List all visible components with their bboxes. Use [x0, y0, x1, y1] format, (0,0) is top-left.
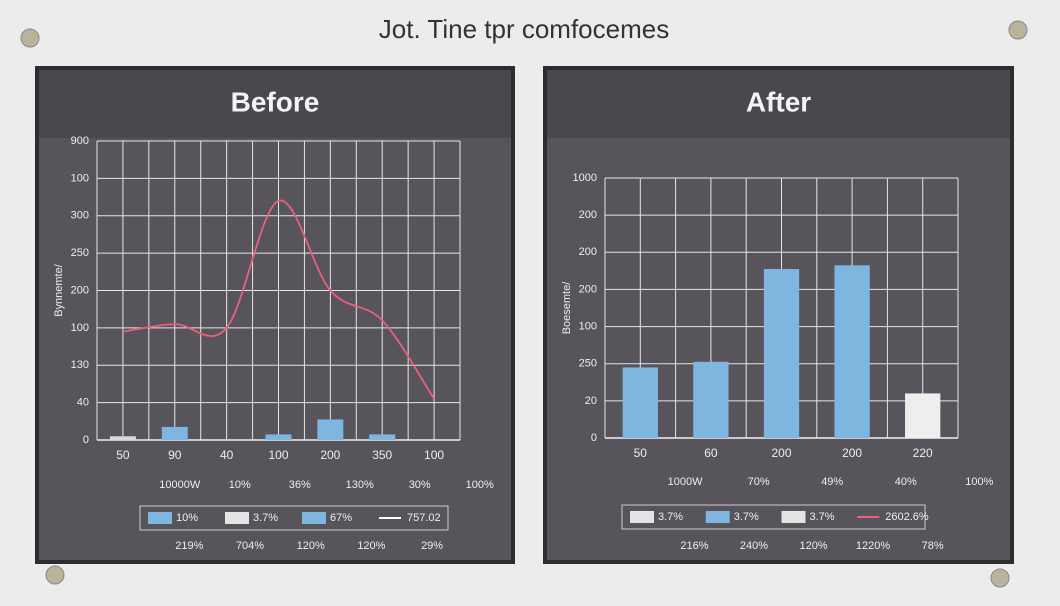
row-label: 10000W: [159, 479, 201, 491]
bar: [622, 367, 658, 438]
y-tick-label: 100: [579, 320, 597, 332]
footer-label: 120%: [357, 540, 385, 552]
poster-title: Jot. Tine tpr comfocemes: [379, 14, 669, 44]
bar: [905, 393, 941, 438]
footer-label: 78%: [922, 540, 944, 552]
footer-label: 216%: [680, 540, 708, 552]
screw: [45, 565, 65, 585]
x-tick-label: 40: [220, 448, 234, 462]
legend-swatch: [781, 511, 806, 523]
y-tick-label: 200: [71, 284, 89, 296]
row-label: 40%: [895, 476, 917, 488]
y-tick-label: 100: [71, 172, 89, 184]
y-tick-label: 0: [591, 432, 597, 444]
bar: [834, 265, 870, 438]
x-tick-label: 220: [913, 446, 933, 460]
legend-label: 757.02: [407, 512, 441, 524]
x-tick-label: 200: [320, 448, 340, 462]
legend-swatch: [705, 511, 730, 523]
row-label: 30%: [409, 479, 431, 491]
x-tick-label: 60: [704, 446, 718, 460]
y-tick-label: 250: [579, 358, 597, 370]
legend-swatch: [630, 511, 654, 523]
bar: [763, 269, 800, 438]
legend-swatch: [225, 512, 249, 524]
line-series: [122, 199, 435, 400]
y-tick-label: 250: [71, 247, 89, 259]
row-label: 70%: [748, 476, 770, 488]
footer-label: 1220%: [856, 540, 890, 552]
bar: [317, 419, 344, 440]
row-label: 10%: [229, 479, 251, 491]
row-label: 100%: [965, 476, 993, 488]
y-tick-label: 20: [585, 395, 597, 407]
legend-box: [139, 505, 449, 531]
screws: [20, 20, 1028, 588]
row-label: 36%: [289, 479, 311, 491]
x-tick-label: 50: [116, 448, 130, 462]
footer-label: 219%: [175, 540, 203, 552]
chart-panel: After Boesemte/0 20 250 100 200 200 200 1000 50 60…: [543, 66, 1014, 564]
footer-label: 240%: [740, 540, 768, 552]
y-tick-label: 1000: [573, 172, 597, 184]
legend-label: 67%: [330, 512, 352, 524]
legend-label: 3.7%: [253, 512, 278, 524]
y-axis-label: Boesemte/: [561, 281, 573, 335]
y-tick-label: 0: [83, 434, 89, 446]
y-tick-label: 40: [77, 397, 89, 409]
panel-title: After: [746, 86, 811, 117]
legend-swatch: [148, 512, 172, 524]
chart-panel: Before Bynnemte/0 40 130 100 200 250 300 100 900 5…: [35, 66, 515, 564]
y-axis-label: Bynnemte/: [53, 263, 65, 317]
panel-frame: [35, 66, 515, 564]
legend-label: 3.7%: [810, 511, 835, 523]
footer-label: 120%: [799, 540, 827, 552]
x-tick-label: 100: [424, 448, 444, 462]
row-label: 130%: [346, 479, 374, 491]
y-tick-label: 200: [579, 209, 597, 221]
bar: [109, 436, 136, 440]
x-tick-label: 200: [842, 446, 862, 460]
bar: [265, 434, 292, 440]
legend-swatch: [302, 512, 326, 524]
bar: [161, 426, 188, 440]
x-tick-label: 50: [634, 446, 648, 460]
y-tick-label: 200: [579, 246, 597, 258]
legend-label: 10%: [176, 512, 198, 524]
bar: [693, 361, 729, 438]
screw: [990, 568, 1010, 588]
screw: [1008, 20, 1028, 40]
legend-label: 3.7%: [734, 511, 759, 523]
footer-label: 704%: [236, 540, 264, 552]
legend-box: [621, 504, 926, 530]
y-tick-label: 200: [579, 283, 597, 295]
row-label: 100%: [466, 479, 494, 491]
row-label: 1000W: [668, 476, 703, 488]
x-tick-label: 100: [268, 448, 288, 462]
y-tick-label: 300: [71, 210, 89, 222]
bar: [369, 434, 396, 440]
legend-label: 2602.6%: [885, 511, 929, 523]
panel-header: [39, 70, 511, 138]
legend-label: 3.7%: [658, 511, 683, 523]
row-label: 49%: [821, 476, 843, 488]
y-tick-label: 100: [71, 322, 89, 334]
x-tick-label: 200: [771, 446, 791, 460]
panel-title: Before: [231, 86, 320, 117]
x-tick-label: 90: [168, 448, 182, 462]
footer-label: 120%: [297, 540, 325, 552]
x-tick-label: 350: [372, 448, 392, 462]
y-tick-label: 130: [71, 359, 89, 371]
y-tick-label: 900: [71, 135, 89, 147]
panel-header: [547, 70, 1010, 138]
screw: [20, 28, 40, 48]
footer-label: 29%: [421, 540, 443, 552]
